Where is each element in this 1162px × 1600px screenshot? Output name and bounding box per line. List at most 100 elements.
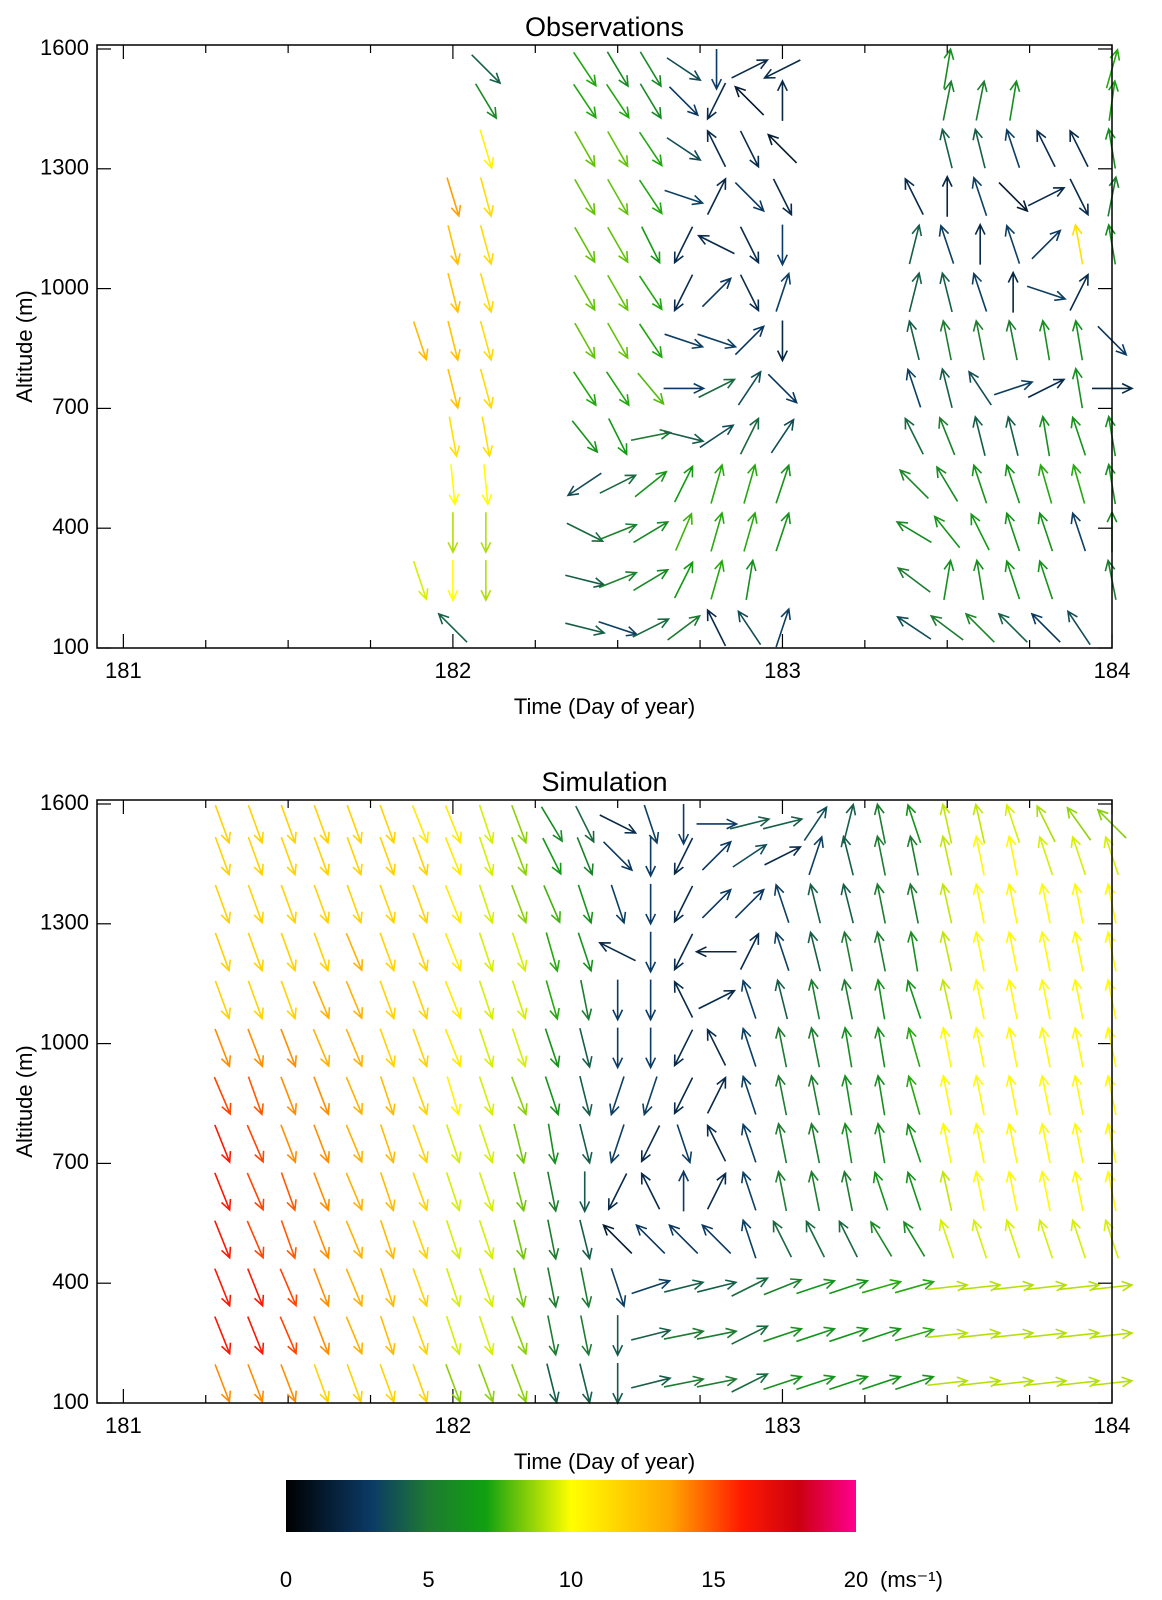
wind-arrow	[1038, 1169, 1051, 1212]
wind-arrow	[762, 59, 801, 79]
wind-arrow	[214, 932, 231, 973]
wind-arrow	[313, 1172, 330, 1212]
wind-arrow	[1005, 834, 1018, 876]
wind-arrow	[572, 371, 597, 407]
wind-arrow	[479, 368, 494, 410]
wind-arrow	[1070, 835, 1087, 876]
wind-arrow	[345, 1172, 364, 1212]
wind-arrow	[975, 79, 988, 121]
wind-arrow	[345, 1076, 364, 1116]
wind-arrow	[598, 523, 638, 541]
wind-arrow	[1071, 930, 1084, 972]
wind-arrow	[764, 846, 802, 866]
wind-arrow	[412, 836, 429, 877]
wind-arrow	[447, 512, 459, 555]
wind-arrow	[938, 416, 956, 456]
wind-arrow	[214, 980, 231, 1021]
wind-arrow	[1037, 463, 1053, 504]
wind-arrow	[1070, 1218, 1087, 1259]
wind-arrow	[445, 1267, 462, 1308]
wind-arrow	[772, 178, 793, 217]
wind-arrow	[706, 1123, 727, 1162]
wind-arrow	[697, 234, 735, 255]
wind-arrow	[905, 978, 922, 1019]
wind-arrow	[841, 1121, 853, 1164]
wind-arrow	[1005, 319, 1018, 361]
plot-frame	[96, 44, 1113, 649]
wind-arrow	[612, 1027, 624, 1070]
wind-arrow	[706, 1171, 727, 1210]
wind-arrow	[729, 816, 771, 830]
wind-arrow	[673, 560, 694, 599]
wind-arrow	[710, 511, 725, 552]
y-tick-label: 1600	[40, 790, 89, 815]
wind-arrow	[1038, 1074, 1051, 1116]
wind-arrow	[941, 174, 953, 217]
wind-arrow	[971, 176, 988, 216]
wind-arrow	[770, 418, 795, 454]
wind-arrow	[696, 1375, 738, 1388]
wind-arrow	[1108, 79, 1119, 121]
wind-arrow	[993, 379, 1034, 396]
wind-arrow	[511, 1316, 528, 1356]
wind-arrow	[763, 1278, 803, 1296]
wind-arrow	[565, 574, 606, 588]
wind-arrow	[971, 463, 988, 504]
wind-arrow	[1104, 127, 1117, 169]
plot-frame	[96, 799, 1113, 1404]
wind-arrow	[580, 1267, 593, 1309]
wind-arrow	[247, 1028, 265, 1068]
wind-arrow	[607, 274, 629, 312]
wind-arrow	[807, 1026, 821, 1068]
wind-arrow	[345, 1268, 364, 1308]
wind-arrow	[574, 322, 596, 360]
y-tick-label: 700	[52, 1149, 89, 1174]
wind-arrow	[637, 372, 665, 406]
wind-arrow	[929, 614, 964, 641]
x-tick-label: 182	[435, 1413, 472, 1438]
wind-arrow	[1007, 270, 1019, 313]
wind-arrow	[908, 271, 923, 313]
wind-arrow	[565, 622, 606, 636]
wind-arrow	[478, 1315, 495, 1356]
wind-arrow	[445, 1364, 462, 1404]
wind-arrow	[1104, 414, 1117, 457]
wind-arrow	[612, 1315, 624, 1357]
colorbar	[286, 1480, 856, 1532]
wind-arrow	[772, 1219, 793, 1258]
wind-arrow	[246, 1172, 265, 1212]
wind-arrow	[478, 1124, 495, 1165]
wind-arrow	[214, 804, 231, 845]
colorbar-tick-label: 15	[701, 1567, 725, 1592]
wind-arrow	[547, 1123, 559, 1165]
wind-arrow	[739, 274, 760, 313]
wind-arrow	[1071, 1169, 1084, 1212]
wind-arrow	[905, 803, 922, 844]
wind-arrow	[668, 1223, 699, 1254]
wind-arrow	[997, 612, 1028, 643]
wind-arrow	[1104, 558, 1117, 600]
wind-arrow	[1069, 178, 1089, 217]
wind-arrow	[411, 805, 429, 845]
wind-arrow	[481, 464, 493, 507]
wind-arrow	[645, 1027, 657, 1070]
wind-arrow	[1036, 804, 1056, 843]
wind-arrow	[1071, 366, 1084, 409]
wind-arrow	[696, 818, 739, 830]
wind-arrow	[838, 1219, 859, 1258]
wind-arrow	[280, 1364, 298, 1404]
wind-arrow	[663, 1327, 706, 1340]
wind-arrow	[444, 805, 462, 845]
wind-arrow	[1037, 835, 1054, 876]
wind-arrow	[968, 370, 992, 406]
wind-arrow	[1104, 1026, 1117, 1068]
wind-arrow	[972, 930, 985, 972]
chart-title: Simulation	[541, 767, 667, 797]
wind-arrow	[933, 515, 961, 549]
wind-arrow	[247, 1364, 265, 1404]
wind-arrow	[939, 802, 953, 844]
wind-arrow	[576, 837, 594, 877]
wind-arrow	[896, 615, 932, 640]
wind-arrow	[1004, 128, 1021, 169]
wind-arrow	[444, 932, 462, 973]
